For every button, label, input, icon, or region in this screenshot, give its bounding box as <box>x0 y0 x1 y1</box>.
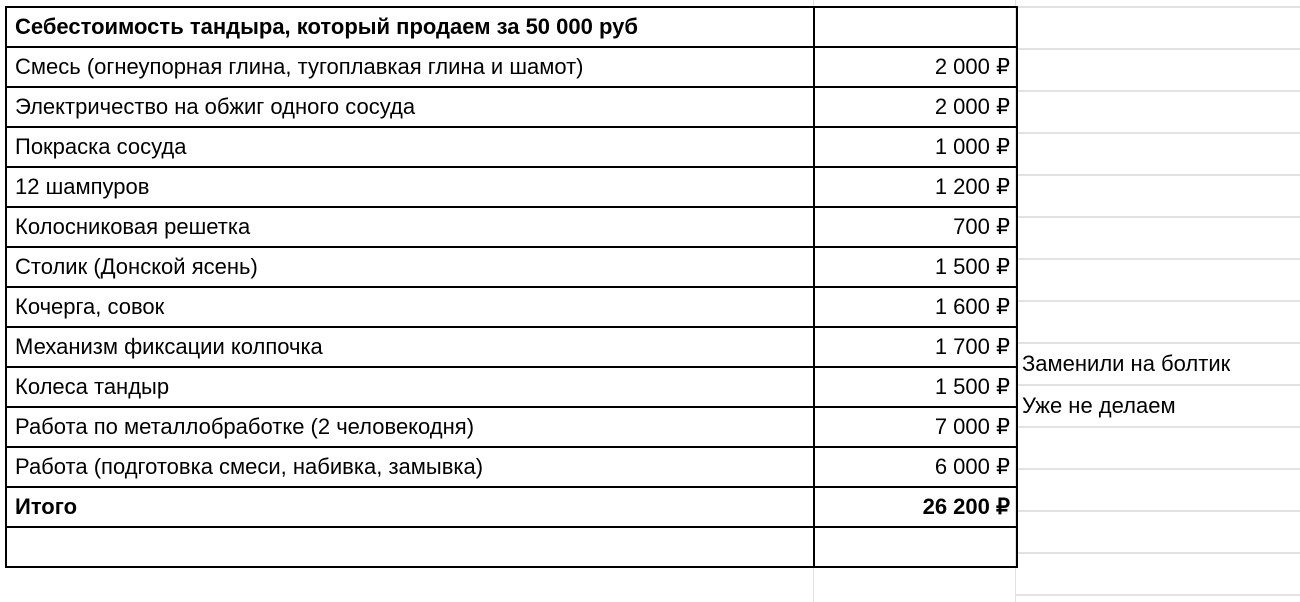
total-cost[interactable]: 26 200 ₽ <box>813 486 1018 528</box>
gridline <box>1016 300 1300 302</box>
table-row: Работа по металлобработке (2 человекодня… <box>5 406 1018 448</box>
table-row: Механизм фиксации колпочка 1 700 ₽ <box>5 326 1018 368</box>
gridline <box>1016 132 1300 134</box>
table-row: Колосниковая решетка 700 ₽ <box>5 206 1018 248</box>
note-cell[interactable]: Уже не делаем <box>1022 393 1176 418</box>
empty-cell[interactable] <box>813 526 1018 568</box>
cost-cell[interactable]: 2 000 ₽ <box>813 86 1018 128</box>
title-row: Себестоимость тандыра, который продаем з… <box>5 6 1018 48</box>
item-cell[interactable]: Электричество на обжиг одного сосуда <box>5 86 815 128</box>
item-cell[interactable]: 12 шампуров <box>5 166 815 208</box>
total-row: Итого 26 200 ₽ <box>5 486 1018 528</box>
cost-cell[interactable]: 2 000 ₽ <box>813 46 1018 88</box>
gridline <box>1016 468 1300 470</box>
item-cell[interactable]: Столик (Донской ясень) <box>5 246 815 288</box>
item-cell[interactable]: Кочерга, совок <box>5 286 815 328</box>
cost-cell[interactable]: 1 500 ₽ <box>813 246 1018 288</box>
cost-cell[interactable]: 1 500 ₽ <box>813 366 1018 408</box>
cost-table: Себестоимость тандыра, который продаем з… <box>5 6 1018 568</box>
cost-cell[interactable]: 1 200 ₽ <box>813 166 1018 208</box>
item-cell[interactable]: Механизм фиксации колпочка <box>5 326 815 368</box>
item-cell[interactable]: Смесь (огнеупорная глина, тугоплавкая гл… <box>5 46 815 88</box>
item-cell[interactable]: Работа по металлобработке (2 человекодня… <box>5 406 815 448</box>
gridline <box>1016 552 1300 554</box>
cost-cell[interactable]: 1 700 ₽ <box>813 326 1018 368</box>
gridline <box>1016 216 1300 218</box>
item-cell[interactable]: Покраска сосуда <box>5 126 815 168</box>
item-cell[interactable]: Работа (подготовка смеси, набивка, замыв… <box>5 446 815 488</box>
total-label[interactable]: Итого <box>5 486 815 528</box>
empty-cell[interactable] <box>5 526 815 568</box>
table-row: Работа (подготовка смеси, набивка, замыв… <box>5 446 1018 488</box>
gridline <box>1016 258 1300 260</box>
gridline <box>1016 90 1300 92</box>
table-row: Смесь (огнеупорная глина, тугоплавкая гл… <box>5 46 1018 88</box>
gridline <box>1016 174 1300 176</box>
table-row: 12 шампуров 1 200 ₽ <box>5 166 1018 208</box>
cost-cell[interactable]: 1 000 ₽ <box>813 126 1018 168</box>
cost-cell[interactable]: 1 600 ₽ <box>813 286 1018 328</box>
table-row: Покраска сосуда 1 000 ₽ <box>5 126 1018 168</box>
table-row: Столик (Донской ясень) 1 500 ₽ <box>5 246 1018 288</box>
cost-cell[interactable]: 7 000 ₽ <box>813 406 1018 448</box>
gridline <box>1016 426 1300 428</box>
gridline <box>1016 342 1300 344</box>
empty-cell[interactable] <box>813 6 1018 48</box>
item-cell[interactable]: Колосниковая решетка <box>5 206 815 248</box>
empty-row <box>5 526 1018 568</box>
cost-cell[interactable]: 6 000 ₽ <box>813 446 1018 488</box>
table-row: Колеса тандыр 1 500 ₽ <box>5 366 1018 408</box>
gridline <box>1016 594 1300 596</box>
table-row: Кочерга, совок 1 600 ₽ <box>5 286 1018 328</box>
item-cell[interactable]: Колеса тандыр <box>5 366 815 408</box>
gridline <box>1016 48 1300 50</box>
table-title[interactable]: Себестоимость тандыра, который продаем з… <box>5 6 815 48</box>
note-cell[interactable]: Заменили на болтик <box>1022 351 1231 376</box>
gridline <box>1016 510 1300 512</box>
gridline <box>1016 384 1300 386</box>
cost-cell[interactable]: 700 ₽ <box>813 206 1018 248</box>
table-row: Электричество на обжиг одного сосуда 2 00… <box>5 86 1018 128</box>
gridline <box>1016 6 1300 8</box>
